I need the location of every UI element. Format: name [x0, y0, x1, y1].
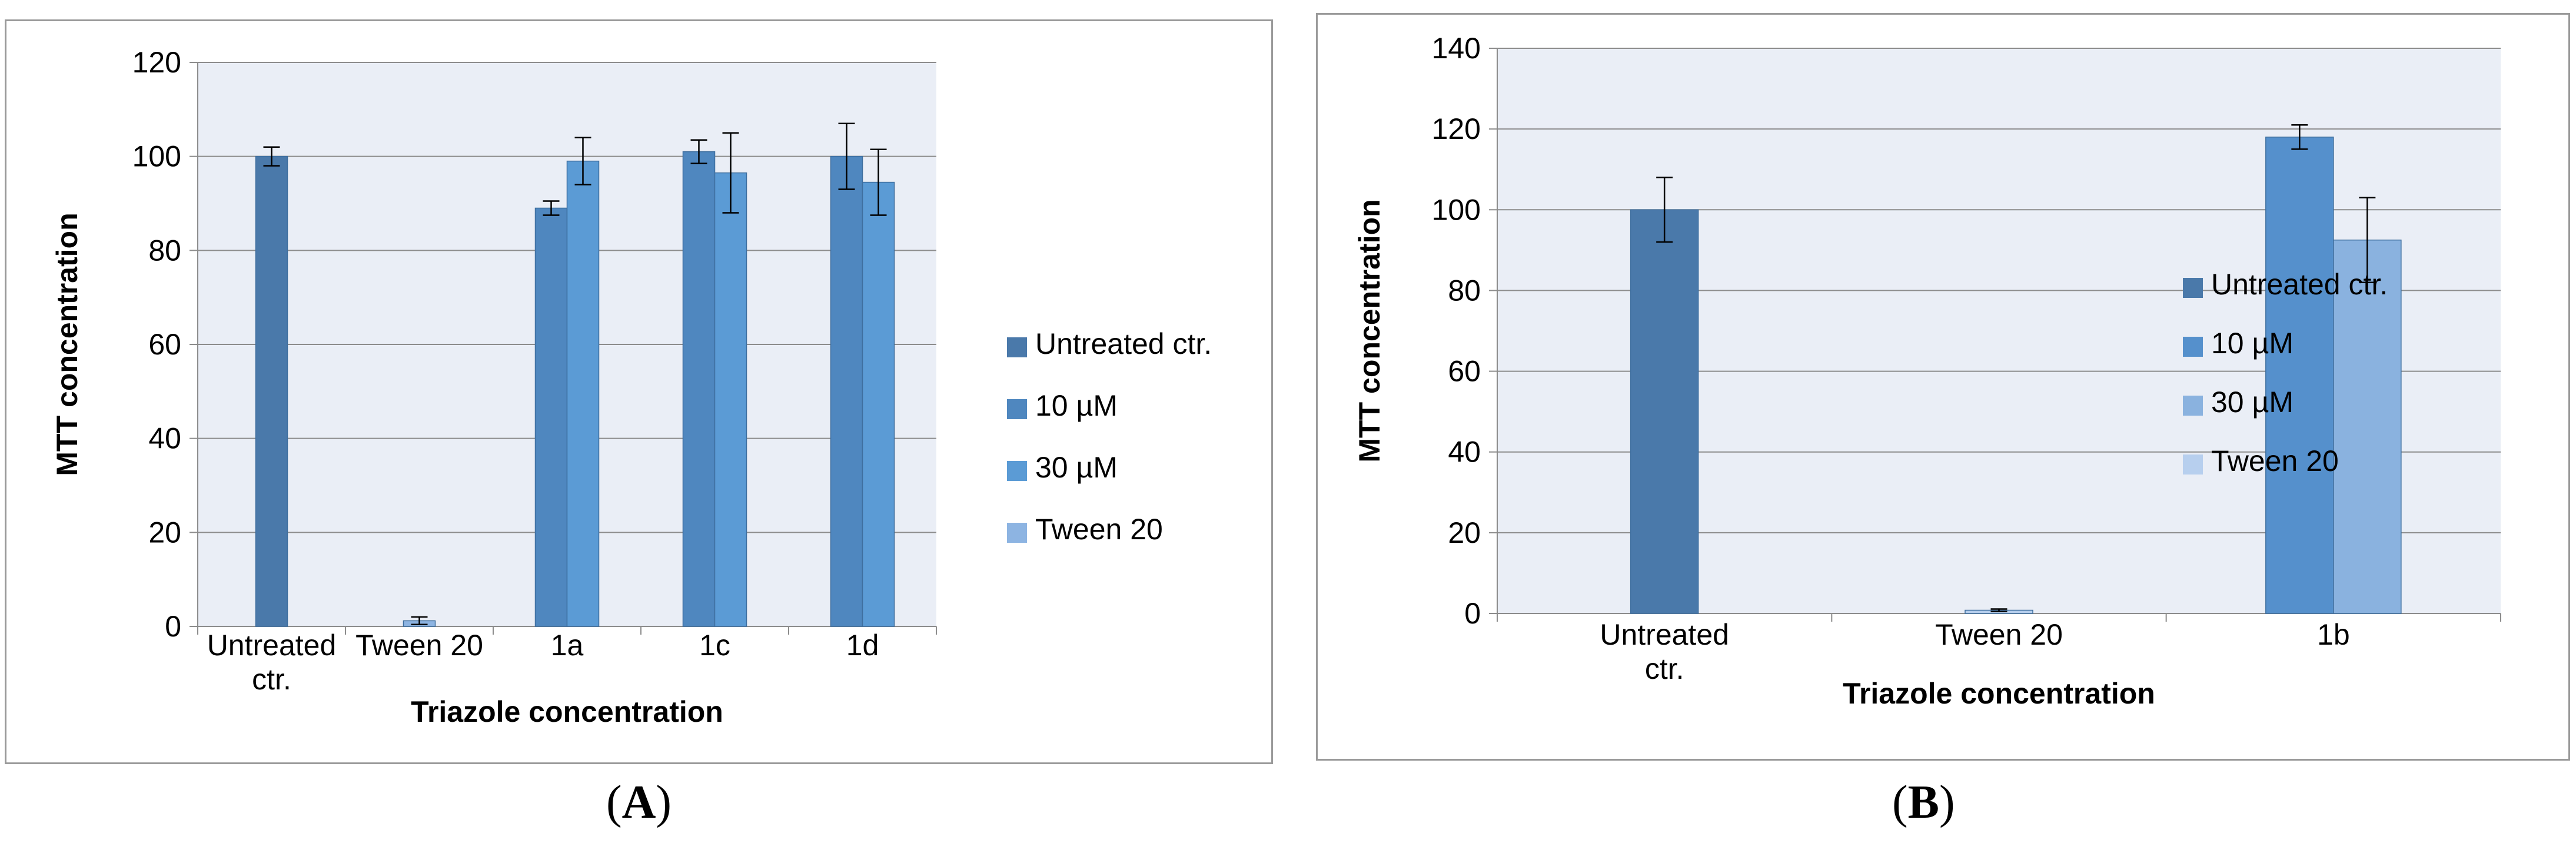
y-tick-label: 0	[1464, 597, 1481, 630]
bar	[255, 155, 288, 627]
y-tick-label: 60	[148, 328, 181, 361]
y-tick-label: 80	[1448, 274, 1481, 307]
legend-swatch	[1007, 523, 1027, 543]
legend-label: Untreated ctr.	[1035, 327, 1212, 360]
legend-label: 10 µM	[1035, 389, 1118, 422]
legend-label: Untreated ctr.	[2211, 268, 2388, 301]
bar	[682, 151, 716, 627]
legend-swatch	[2183, 278, 2203, 298]
x-category-label: Tween 20	[355, 629, 483, 662]
x-category-label: Tween 20	[1935, 618, 2063, 651]
panel-caption-b-letter: B	[1907, 777, 1939, 828]
chart-panel-a: 0 20 40 60 80 100 120 Untreated ctr. Tween 20 1a 1c…	[5, 19, 1273, 764]
y-tick-label: 60	[1448, 355, 1481, 388]
y-tick-label: 120	[132, 46, 181, 79]
x-category-label: 1b	[2317, 618, 2350, 651]
legend-label: Tween 20	[1035, 513, 1163, 546]
x-category-label: 1c	[699, 629, 730, 662]
y-tick-label: 140	[1432, 32, 1481, 65]
y-tick-label: 20	[1448, 516, 1481, 549]
y-tick-label: 80	[148, 234, 181, 267]
y-tick-label: 40	[148, 422, 181, 455]
x-axis-title: Triazole concentration	[411, 695, 723, 728]
y-tick-label: 0	[165, 610, 181, 643]
legend-swatch	[1007, 337, 1027, 357]
y-axis-title: MTT concentration	[1353, 199, 1386, 462]
legend-label: 30 µM	[2211, 386, 2294, 419]
legend-swatch	[2183, 454, 2203, 475]
chart-panel-b: 0 20 40 60 80 100 120 140 Untreated ctr. Tween 20 1…	[1316, 13, 2570, 761]
legend-swatch	[2183, 337, 2203, 357]
panel-caption-a-letter: A	[621, 777, 656, 828]
bar	[862, 181, 895, 627]
y-tick-label: 40	[1448, 436, 1481, 469]
bar	[566, 160, 600, 627]
x-category-label: ctr.	[1645, 652, 1684, 685]
panel-caption-a: (A)	[606, 777, 672, 828]
legend-swatch	[1007, 461, 1027, 481]
x-axis-title: Triazole concentration	[1843, 677, 2155, 710]
y-axis-title: MTT concentration	[51, 213, 84, 476]
y-tick-label: 100	[132, 140, 181, 173]
legend-label: Tween 20	[2211, 444, 2339, 477]
panel-caption-b: (B)	[1892, 777, 1955, 828]
legend-label: 10 µM	[2211, 327, 2294, 360]
bar	[714, 172, 747, 627]
bar	[830, 155, 863, 627]
bar	[534, 207, 568, 627]
x-category-label: Untreated	[1600, 618, 1729, 651]
legend-swatch	[2183, 396, 2203, 416]
legend-label: 30 µM	[1035, 451, 1118, 484]
y-tick-label: 20	[148, 516, 181, 549]
x-category-label: Untreated	[207, 629, 337, 662]
legend-swatch	[1007, 399, 1027, 419]
y-tick-label: 120	[1432, 112, 1481, 145]
x-category-label: 1a	[551, 629, 584, 662]
y-tick-label: 100	[1432, 193, 1481, 226]
bar	[2333, 239, 2402, 614]
bar	[1630, 209, 1699, 614]
x-category-label: ctr.	[252, 663, 291, 696]
bar	[2265, 137, 2334, 614]
x-category-label: 1d	[846, 629, 879, 662]
